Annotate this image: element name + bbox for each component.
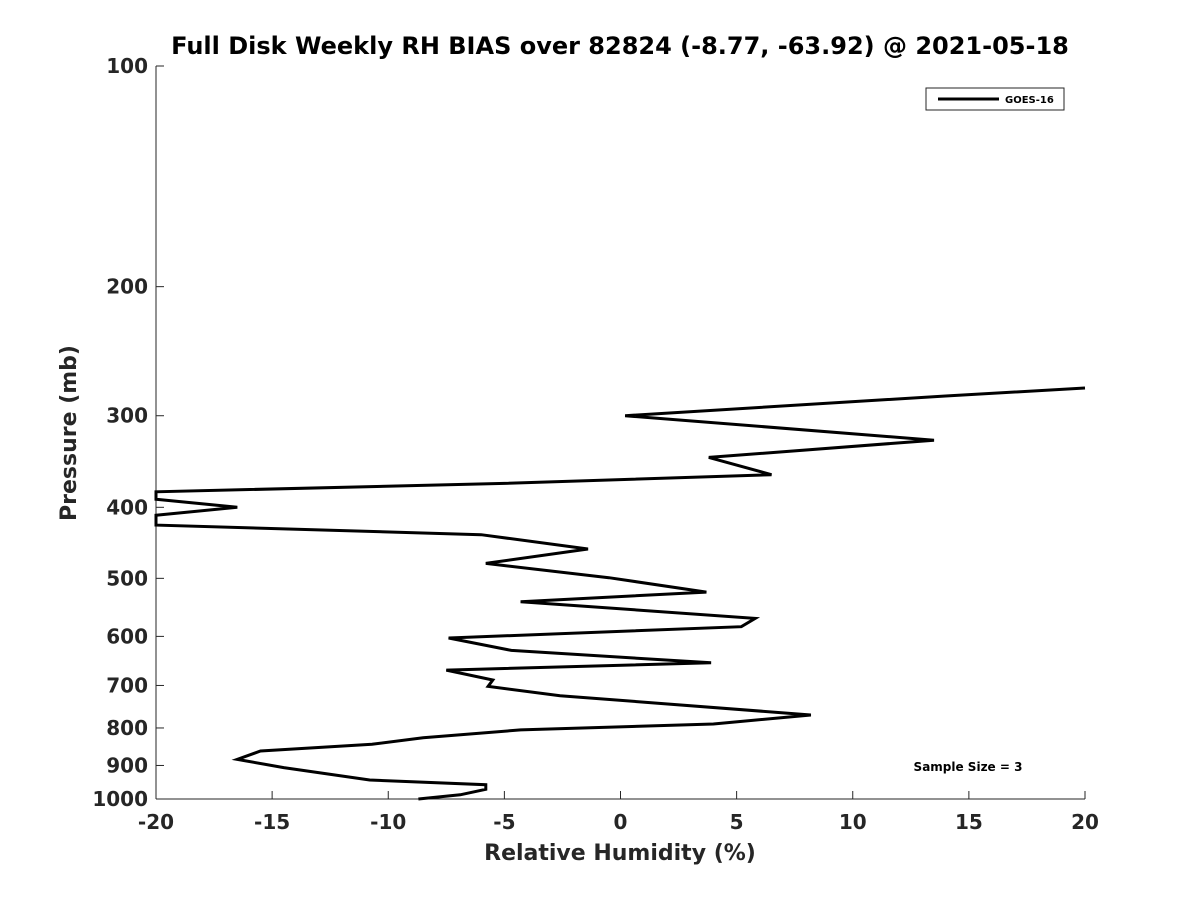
- y-tick-label: 700: [106, 673, 148, 697]
- chart-title: Full Disk Weekly RH BIAS over 82824 (-8.…: [171, 32, 1069, 60]
- x-axis-ticks: -20 -15 -10 -5 0 5 10 15 20: [138, 791, 1099, 834]
- x-tick-label: -10: [370, 810, 406, 834]
- x-tick-label: 5: [730, 810, 744, 834]
- x-tick-label: -5: [493, 810, 515, 834]
- plot-area: [156, 66, 1085, 799]
- y-tick-label: 1000: [92, 787, 148, 811]
- y-tick-label: 400: [106, 495, 148, 519]
- y-tick-label: 500: [106, 566, 148, 590]
- x-tick-label: -15: [254, 810, 290, 834]
- y-tick-label: 300: [106, 404, 148, 428]
- x-tick-label: 15: [955, 810, 983, 834]
- x-tick-label: 0: [614, 810, 628, 834]
- legend-entry-goes-16: GOES-16: [1005, 95, 1054, 106]
- legend: GOES-16: [925, 87, 1065, 111]
- sample-size-annotation: Sample Size = 3: [914, 760, 1023, 774]
- series-layer: [154, 386, 1086, 801]
- y-axis-ticks: 100 200 300 400 500 600 700 800 900 1000: [92, 54, 164, 811]
- y-tick-label: 800: [106, 716, 148, 740]
- x-tick-label: 20: [1071, 810, 1099, 834]
- y-axis-label: Pressure (mb): [57, 345, 82, 521]
- x-axis-label: Relative Humidity (%): [484, 841, 756, 866]
- x-tick-label: 10: [839, 810, 867, 834]
- y-tick-label: 200: [106, 275, 148, 299]
- series-line-goes-16: [154, 386, 1086, 801]
- y-tick-label: 900: [106, 753, 148, 777]
- x-tick-label: -20: [138, 810, 174, 834]
- y-tick-label: 600: [106, 624, 148, 648]
- y-tick-label: 100: [106, 54, 148, 78]
